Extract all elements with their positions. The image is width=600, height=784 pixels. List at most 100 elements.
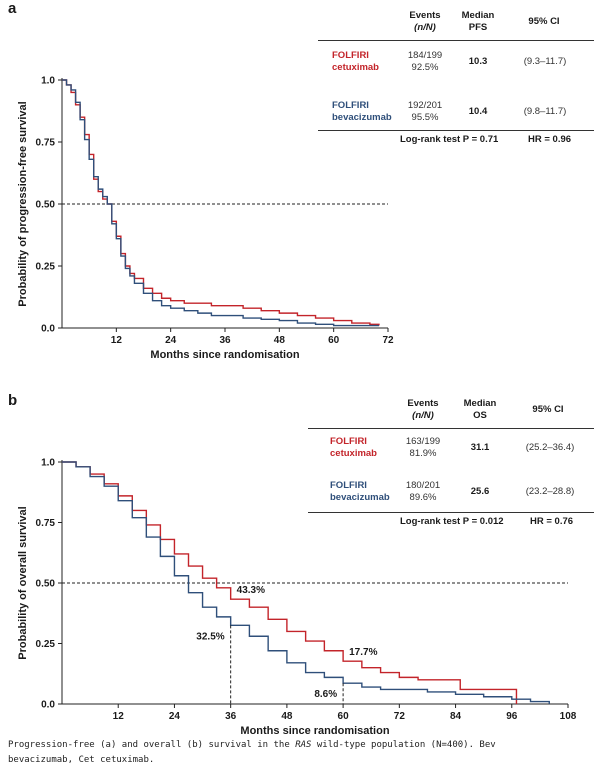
panel-a-table: Events (n/N) Median PFS 95% CI FOLFIRI c… [318,10,594,145]
caption-text: Progression-free (a) and overall (b) sur… [8,740,296,750]
events-header-sub: (n/N) [412,410,434,421]
arm-bevacizumab-label: FOLFIRI bevacizumab [330,480,390,504]
y-tick-label: 0.75 [36,518,56,529]
y-tick-label: 1.0 [41,458,55,469]
arm-bevacizumab-label: FOLFIRI bevacizumab [332,100,392,124]
ci-header: 95% CI [532,404,564,415]
median-header-sub: PFS [468,22,488,33]
events-frac: 163/199 [405,436,441,447]
events-frac: 184/199 [407,50,443,61]
arm-cetuximab-label: FOLFIRI cetuximab [330,436,377,460]
os-chart: 0.0 0.25 0.50 0.75 1.0 12 24 36 48 60 72 84 96 108 Mon… [17,458,577,738]
ci-header: 95% CI [528,16,560,27]
y-tick-label: 0.50 [36,579,56,590]
median-header: Median OS [458,398,502,422]
median-cell: 10.3 [468,56,488,67]
x-tick-label: 60 [328,335,340,346]
y-tick-label: 0.25 [36,639,56,650]
arm-line2: bevacizumab [332,112,392,123]
pfs-chart: 0.0 0.25 0.50 0.75 1.0 12 24 36 48 60 72 Months sin… [17,76,394,362]
median-cell: 25.6 [470,486,490,497]
events-frac: 192/201 [407,100,443,111]
ci-cell: (23.2–28.8) [525,486,575,497]
panel-b-table: Events (n/N) Median OS 95% CI FOLFIRI ce… [308,398,594,528]
median-header-label: Median [463,398,497,409]
events-pct: 92.5% [411,62,439,73]
arm-line1: FOLFIRI [330,480,367,491]
y-axis-title: Probability of progression-free survival [17,101,29,306]
median-cell: 31.1 [470,442,490,453]
arm-line2: cetuximab [330,448,377,459]
logrank-text: Log-rank test P = 0.71 [400,134,499,145]
median-header: Median PFS [456,10,500,34]
y-tick-label: 1.0 [41,76,55,87]
panel-b-letter: b [8,392,18,409]
x-tick-label: 24 [169,711,181,722]
x-tick-label: 60 [338,711,350,722]
events-frac: 180/201 [405,480,441,491]
annotation-label: 32.5% [196,631,224,642]
series-line-bevacizumab [62,461,550,704]
arm-line2: bevacizumab [330,492,390,503]
events-cell: 192/201 95.5% [400,100,450,124]
events-cell: 184/199 92.5% [400,50,450,74]
series-line-cetuximab [62,461,518,704]
x-tick-label: 36 [225,711,237,722]
median-cell: 10.4 [468,106,488,117]
series-line-bevacizumab [62,79,379,327]
panel-a-letter: a [8,0,17,17]
median-header-sub: OS [473,410,487,421]
arm-line1: FOLFIRI [332,100,369,111]
x-tick-label: 12 [113,711,125,722]
hazard-ratio-text: HR = 0.76 [530,516,574,527]
y-tick-label: 0.25 [36,262,56,273]
ci-cell: (25.2–36.4) [525,442,575,453]
arm-cetuximab-label: FOLFIRI cetuximab [332,50,379,74]
arm-line1: FOLFIRI [330,436,367,447]
y-tick-label: 0.0 [41,324,55,335]
y-tick-label: 0.50 [36,200,56,211]
x-axis-title: Months since randomisation [150,349,299,361]
logrank-text: Log-rank test P = 0.012 [400,516,504,527]
annotation-label: 8.6% [314,689,337,700]
x-tick-label: 108 [560,711,577,722]
annotation-label: 17.7% [349,647,377,658]
arm-line2: cetuximab [332,62,379,73]
events-header: Events (n/N) [398,398,448,422]
median-header-label: Median [461,10,495,21]
events-pct: 89.6% [409,492,437,503]
events-header: Events (n/N) [400,10,450,34]
arm-line1: FOLFIRI [332,50,369,61]
ci-cell: (9.3–11.7) [523,56,567,67]
annotation-label: 43.3% [237,585,265,596]
ci-cell: (9.8–11.7) [523,106,567,117]
x-tick-label: 12 [111,335,123,346]
events-cell: 163/199 81.9% [398,436,448,460]
x-tick-label: 72 [394,711,406,722]
hazard-ratio-text: HR = 0.96 [528,134,572,145]
events-header-label: Events [409,10,441,21]
table-divider [318,40,594,41]
table-divider [308,512,594,513]
y-axis-title: Probability of overall survival [17,506,29,659]
x-tick-label: 84 [450,711,462,722]
x-tick-label: 48 [281,711,293,722]
y-tick-label: 0.0 [41,700,55,711]
figure-caption: Progression-free (a) and overall (b) sur… [8,738,593,768]
x-tick-label: 36 [219,335,231,346]
caption-ras: RAS [295,740,312,750]
caption-text: bevacizumab, Cet cetuximab. [8,755,155,765]
x-tick-label: 24 [165,335,177,346]
y-tick-label: 0.75 [36,138,56,149]
table-divider [318,130,594,131]
events-pct: 95.5% [411,112,439,123]
events-header-label: Events [407,398,439,409]
x-tick-label: 96 [506,711,518,722]
x-axis-title: Months since randomisation [240,725,389,737]
table-divider [308,428,594,429]
x-tick-label: 48 [274,335,286,346]
events-pct: 81.9% [409,448,437,459]
events-cell: 180/201 89.6% [398,480,448,504]
x-tick-label: 72 [382,335,394,346]
caption-text: wild-type population (N=400). Bev [311,740,496,750]
